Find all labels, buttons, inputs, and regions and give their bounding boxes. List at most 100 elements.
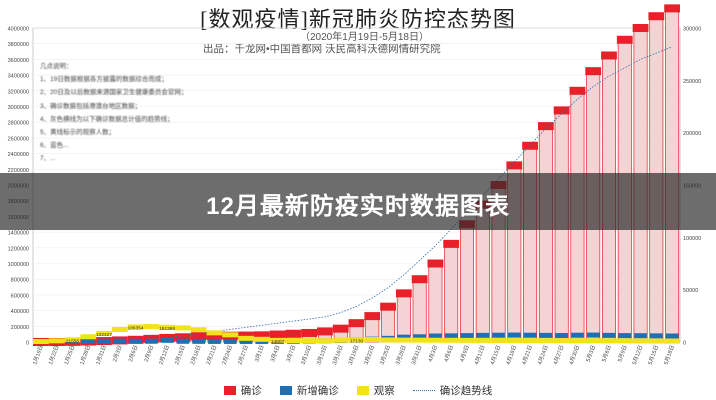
marker-observe <box>506 338 523 344</box>
marker-observe <box>648 338 665 344</box>
marker-observe <box>48 338 65 344</box>
y-tick-label-left: 0 <box>26 341 29 347</box>
x-tick-label: 3月25日 <box>378 344 391 365</box>
marker-observe <box>601 338 617 344</box>
chart-subtitle: （2020年1月19日-5月18日） <box>300 32 429 43</box>
bar-confirmed-cap <box>427 259 444 268</box>
bar-confirmed-cap <box>601 51 617 60</box>
x-tick-label: 1月19日 <box>31 344 44 365</box>
bar-confirmed-cap <box>253 331 270 340</box>
legend-label: 新增确诊 <box>296 385 339 397</box>
x-tick-label: 1月31日 <box>94 344 107 365</box>
marker-observe <box>159 324 176 330</box>
y-tick-label-left: 2400000 <box>8 152 29 158</box>
x-tick-label: 1月25日 <box>63 344 76 365</box>
marker-observe <box>269 337 286 343</box>
bar-confirmed-cap <box>380 302 396 311</box>
marker-observe <box>348 337 365 343</box>
bar-new-confirmed <box>413 334 426 340</box>
marker-observe <box>664 338 680 344</box>
bar-new-confirmed <box>665 333 679 339</box>
banner-text: 12月最新防疫实时数据图表 <box>206 193 510 220</box>
x-tick-label: 2月9日 <box>143 344 155 362</box>
x-tick-label: 4月30日 <box>568 344 581 365</box>
note-line: 3、确诊数据包括港澳台地区数据； <box>40 102 142 110</box>
marker-observe <box>522 338 538 344</box>
marker-observe <box>427 337 444 343</box>
x-tick-label: 2月12日 <box>157 344 170 365</box>
bar-new-confirmed <box>208 338 221 344</box>
x-tick-label: 4月9日 <box>458 344 470 362</box>
marker-observe <box>238 335 254 341</box>
legend-label: 确诊趋势线 <box>439 385 493 397</box>
x-tick-label: 3月13日 <box>315 344 328 365</box>
y-tick-label-left: 1200000 <box>8 246 29 252</box>
chart-legend: 确诊 新增确诊 观察 确诊趋势线 <box>0 383 716 398</box>
bar-confirmed-cap <box>285 329 302 338</box>
marker-observe <box>222 332 239 338</box>
marker-observe <box>537 338 554 344</box>
marker-observe <box>111 327 128 333</box>
x-tick-label: 5月3日 <box>585 344 597 362</box>
marker-observe <box>632 338 649 344</box>
x-tick-label: 2月27日 <box>236 344 249 365</box>
marker-observe <box>569 338 586 344</box>
bar-confirmed-cap <box>269 330 286 339</box>
marker-observe <box>64 337 81 343</box>
marker-observe <box>190 327 207 333</box>
legend-item-observe: 观察 <box>356 383 395 398</box>
note-line: 7、... <box>40 155 56 163</box>
bar-new-confirmed <box>555 333 568 339</box>
x-tick-label: 3月4日 <box>269 344 281 362</box>
y-tick-label-left: 400000 <box>11 309 29 315</box>
bar-new-confirmed <box>81 338 95 344</box>
x-tick-label: 2月24日 <box>221 344 234 365</box>
data-label: 17130 <box>350 339 364 345</box>
bar-new-confirmed <box>97 338 111 344</box>
legend-item-trend: 确诊趋势线 <box>412 383 493 398</box>
marker-observe <box>175 325 191 331</box>
note-line: 6、蓝色... <box>40 142 69 150</box>
legend-swatch <box>412 390 435 391</box>
bar-confirmed-cap <box>664 4 680 13</box>
bar-new-confirmed <box>523 332 537 338</box>
bar-new-confirmed <box>650 333 663 339</box>
chart-source: 出品：千龙网•中国首都网 沃民高科沃德网情研究院 <box>203 43 441 55</box>
y-tick-label-left: 3000000 <box>8 105 29 111</box>
bar-confirmed-cap <box>190 332 207 341</box>
marker-observe <box>317 338 333 344</box>
bar-confirmed-cap <box>301 328 318 337</box>
marker-observe <box>253 336 270 342</box>
bar-new-confirmed <box>586 332 600 338</box>
bar-confirmed <box>444 243 459 343</box>
legend-item-confirmed: 确诊 <box>223 383 262 398</box>
marker-observe <box>380 337 396 343</box>
x-tick-label: 4月18日 <box>505 344 518 365</box>
y-tick-label-right: 50000 <box>683 288 698 294</box>
note-line: 5、黄线标示的观察人数； <box>40 129 116 137</box>
bar-confirmed-cap <box>648 12 665 21</box>
bar-new-confirmed <box>507 332 521 338</box>
data-label: 102427 <box>96 332 112 338</box>
x-tick-label: 2月15日 <box>173 344 186 365</box>
y-tick-label-right: 0 <box>683 341 686 347</box>
y-tick-label-left: 1400000 <box>8 231 29 237</box>
data-label: 181386 <box>159 326 175 332</box>
y-tick-label-left: 600000 <box>11 293 29 299</box>
y-tick-label-left: 3600000 <box>8 58 29 64</box>
note-line: 4、灰色横线为以下确诊数据总计值的趋势线； <box>40 115 174 123</box>
bar-new-confirmed <box>145 338 158 344</box>
x-tick-label: 1月28日 <box>79 344 92 365</box>
bar-new-confirmed <box>476 332 490 338</box>
data-label: 21556 <box>66 338 80 344</box>
y-tick-label-left: 800000 <box>11 278 29 284</box>
x-tick-label: 5月12日 <box>631 344 644 365</box>
x-tick-label: 4月21日 <box>520 344 533 365</box>
x-tick-label: 3月28日 <box>394 344 407 365</box>
bar-new-confirmed <box>602 332 616 338</box>
series-trend-line <box>40 46 673 343</box>
bar-new-confirmed <box>397 334 411 340</box>
bar-new-confirmed <box>113 338 127 344</box>
y-tick-label-left: 3800000 <box>8 42 29 48</box>
